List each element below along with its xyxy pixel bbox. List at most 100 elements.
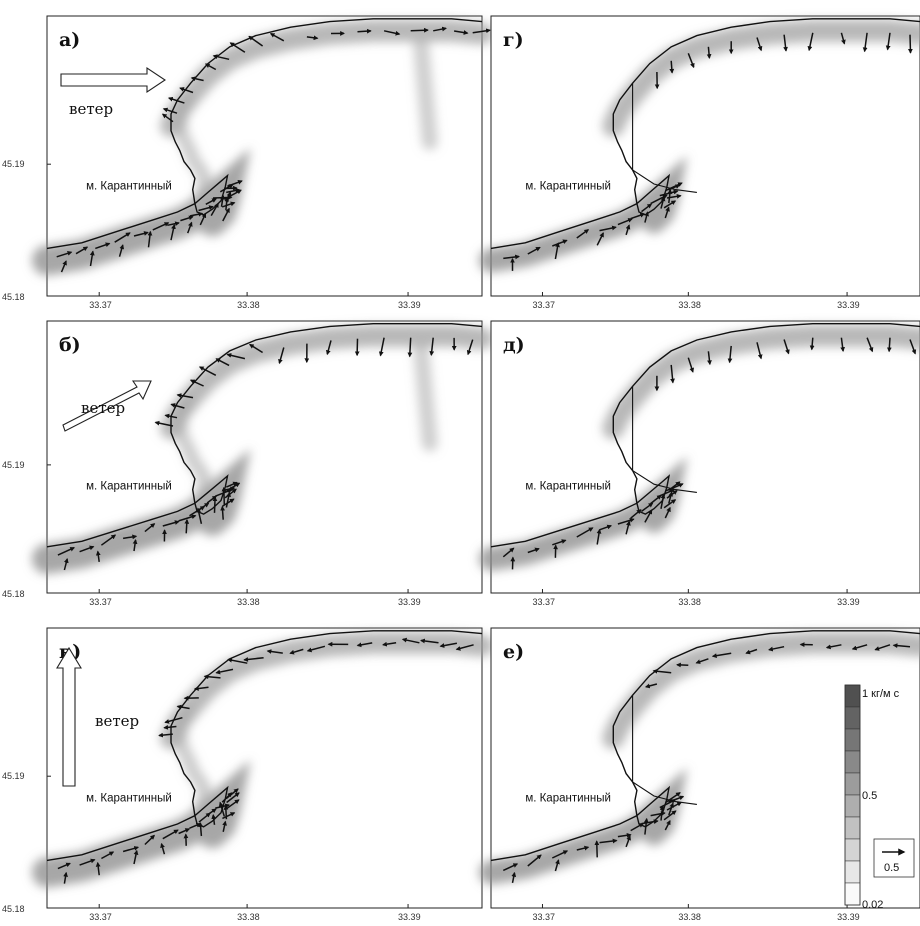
flux-vector (225, 491, 231, 508)
flux-vector (79, 545, 95, 553)
harbour-boundary (632, 83, 697, 193)
flux-vector (167, 96, 185, 104)
flux-vector (229, 42, 246, 53)
flux-vector (95, 242, 111, 250)
flux-vector (180, 215, 194, 222)
wind-arrow-icon (60, 66, 166, 94)
colorbar-cell (844, 750, 861, 774)
flux-vector (222, 812, 236, 820)
flux-vector (665, 792, 681, 804)
flux-vector (886, 337, 892, 353)
flux-vector (63, 557, 69, 571)
flux-vector (227, 657, 248, 664)
cape-label: м. Карантинный (86, 481, 172, 493)
panel-label: а) (59, 29, 80, 51)
x-tick-label: 33.39 (837, 912, 860, 922)
flux-vector (472, 28, 491, 34)
flux-vector (650, 494, 662, 505)
flux-vector (643, 817, 649, 835)
x-tick-label: 33.37 (532, 912, 555, 922)
flux-vector (132, 539, 138, 552)
flux-vector (783, 339, 790, 355)
flux-vector (133, 231, 149, 237)
flux-vector (223, 804, 229, 820)
wind-label: ветер (81, 399, 125, 417)
flux-vector (198, 822, 204, 837)
y-tick-label: 45.18 (2, 292, 25, 302)
flux-vector (756, 37, 763, 52)
flux-vector (184, 518, 190, 534)
flux-vector (378, 337, 385, 357)
flux-vector (198, 366, 217, 376)
flux-vector (215, 358, 230, 367)
colorbar-bottom-label: 0.02 (862, 899, 883, 911)
flux-vector (75, 246, 89, 255)
flux-vector (617, 218, 633, 226)
colorbar-legend: 1 кг/м с 0.5 0.02 0.5 (844, 684, 915, 911)
flux-vector (669, 60, 675, 74)
vector-scale-box (873, 838, 915, 878)
flux-vector (95, 550, 101, 563)
flux-vector (630, 822, 644, 832)
x-tick-label: 33.37 (89, 300, 112, 310)
flux-vector (551, 850, 569, 859)
flux-vector (596, 528, 602, 545)
flux-vector (668, 481, 681, 491)
flux-vector (190, 76, 204, 82)
flux-vector (840, 32, 846, 45)
flux-vector (745, 648, 758, 655)
colorbar-cell (844, 838, 861, 862)
flux-vector (189, 211, 204, 217)
flux-vector (599, 225, 617, 232)
flux-vector (306, 645, 326, 653)
flux-vector (664, 206, 670, 219)
flux-vector (885, 32, 891, 51)
flux-vector (162, 107, 178, 114)
flux-vector (221, 486, 227, 505)
x-tick-label: 33.37 (89, 912, 112, 922)
flux-vector (668, 795, 685, 803)
flux-vector (644, 683, 658, 689)
flux-vector (95, 861, 101, 876)
flux-vector (660, 493, 666, 509)
flux-vector (100, 534, 117, 546)
flux-vector (594, 840, 600, 858)
x-tick-label: 33.39 (398, 912, 421, 922)
flux-vector (617, 518, 635, 525)
flux-vector (825, 644, 842, 650)
y-tick-label: 45.18 (2, 589, 25, 599)
flux-vector (57, 862, 71, 870)
flux-vector (410, 27, 429, 33)
flux-vector (756, 342, 763, 360)
panel-label: г) (503, 29, 524, 51)
panel-label: б) (59, 334, 81, 356)
flux-vector (851, 644, 868, 651)
flux-vector (527, 547, 540, 554)
flux-vector (455, 644, 474, 651)
x-tick-label: 33.37 (532, 597, 555, 607)
flux-vector (63, 871, 68, 884)
cape-label: м. Карантинный (86, 793, 172, 805)
flux-vector (179, 87, 194, 94)
flux-vector (502, 547, 515, 558)
flux-vector (687, 53, 695, 69)
flux-vector (176, 393, 194, 399)
flux-vector (226, 353, 246, 360)
flux-vector (625, 835, 631, 848)
flux-vector (178, 828, 191, 835)
flux-vector (193, 686, 209, 691)
flux-vector (57, 547, 75, 556)
vector-scale-label: 0.5 (884, 862, 899, 874)
flux-vector (554, 242, 560, 260)
coastline (46, 630, 483, 862)
flux-vector (407, 337, 413, 358)
cape-label: м. Карантинный (525, 181, 611, 193)
flux-vector (199, 212, 207, 226)
colorbar-cell (844, 684, 861, 708)
flux-vector (222, 820, 227, 832)
x-tick-label: 33.39 (398, 300, 421, 310)
flux-vector (768, 645, 785, 652)
x-tick-label: 33.38 (237, 300, 260, 310)
